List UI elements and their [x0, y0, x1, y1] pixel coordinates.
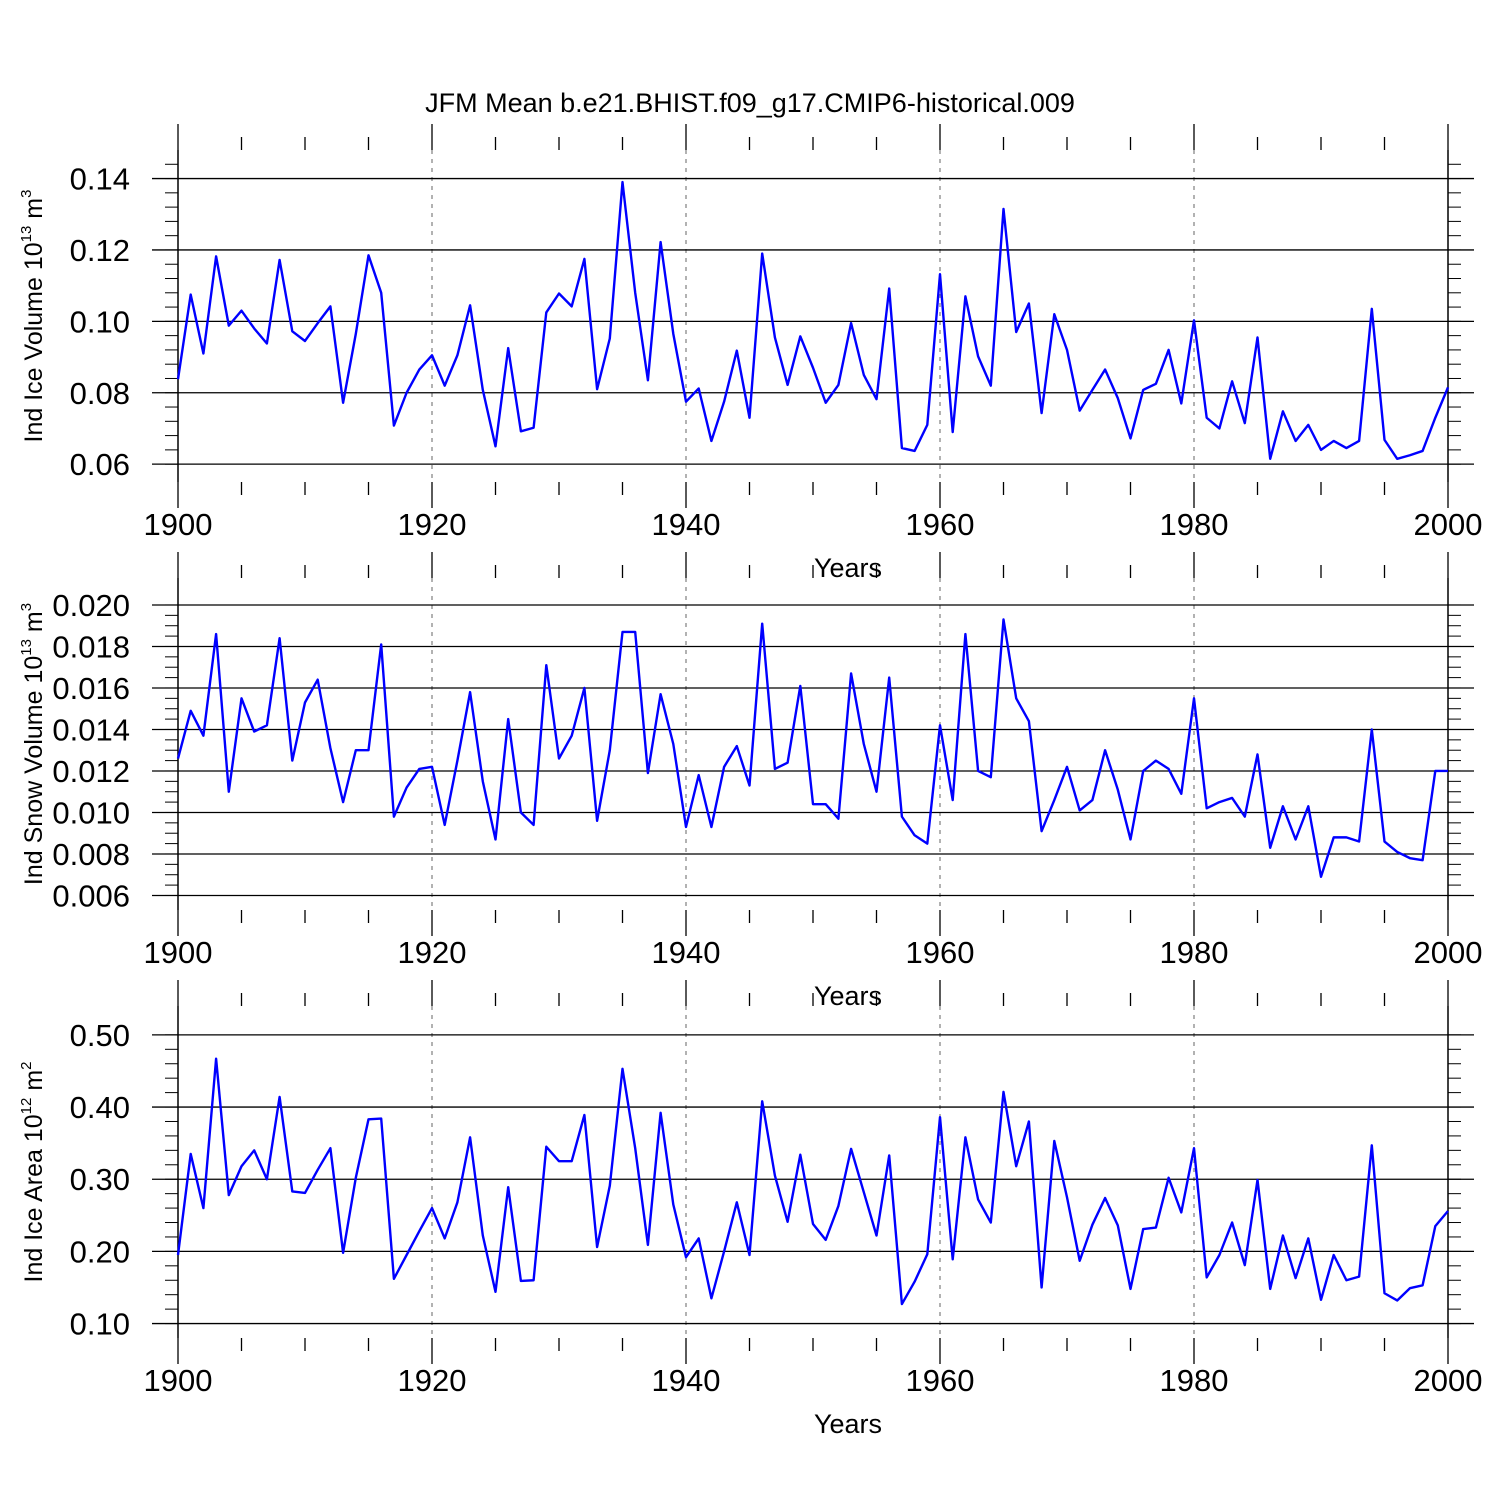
- panel-1: 0.06 0.08 0.10 0.12 0.14 1900 1920 1940 1960 1980…: [18, 124, 1482, 583]
- y-axis-label-exponent: 13: [18, 639, 35, 656]
- panels: 0.06 0.08 0.10 0.12 0.14 1900 1920 1940 1960 1980…: [18, 124, 1482, 1439]
- y-axis-label: Ind Ice Area 1012 m2: [18, 1062, 48, 1283]
- panel-2: 0.006 0.008 0.010 0.012 0.014 0.016 0.018 0.020…: [18, 552, 1482, 1011]
- x-tick-label-4: 1980: [1160, 507, 1229, 542]
- x-tick-label-5: 2000: [1414, 935, 1483, 970]
- figure-title: JFM Mean b.e21.BHIST.f09_g17.CMIP6-histo…: [425, 88, 1075, 118]
- x-tick-label-5: 2000: [1414, 507, 1483, 542]
- x-tick-label-1: 1920: [398, 1363, 467, 1398]
- series-line: [176, 1057, 1449, 1306]
- y-tick-label-2: 0.10: [70, 304, 130, 339]
- y-axis-label-unit-exponent: 3: [18, 190, 35, 198]
- y-axis-label-exponent: 12: [18, 1098, 35, 1115]
- x-tick-label-0: 1900: [144, 935, 213, 970]
- x-axis-label: Years: [814, 981, 882, 1011]
- y-tick-label-3: 0.012: [52, 754, 130, 789]
- series-line: [176, 180, 1450, 460]
- y-axis-label-main: Ind Snow Volume 10: [20, 656, 48, 885]
- x-tick-label-2: 1940: [652, 1363, 721, 1398]
- y-tick-label-0: 0.10: [70, 1307, 130, 1342]
- x-tick-label-1: 1920: [398, 507, 467, 542]
- x-tick-label-2: 1940: [652, 507, 721, 542]
- y-tick-label-0: 0.006: [52, 878, 130, 913]
- y-axis-label-unit: m: [20, 198, 48, 226]
- y-axis-label-exponent: 13: [18, 226, 35, 243]
- y-tick-label-4: 0.14: [70, 162, 130, 197]
- x-tick-label-5: 2000: [1414, 1363, 1483, 1398]
- y-axis-label-unit-exponent: 3: [18, 603, 35, 611]
- x-tick-label-3: 1960: [906, 1363, 975, 1398]
- y-tick-label-1: 0.08: [70, 376, 130, 411]
- x-axis-label: Years: [814, 1409, 882, 1439]
- y-axis-label-unit: m: [20, 1070, 48, 1098]
- y-tick-label-2: 0.30: [70, 1162, 130, 1197]
- x-tick-label-3: 1960: [906, 507, 975, 542]
- y-tick-label-0: 0.06: [70, 447, 130, 482]
- y-tick-label-3: 0.12: [70, 233, 130, 268]
- y-axis-label-main: Ind Ice Volume 10: [20, 242, 48, 442]
- x-tick-label-1: 1920: [398, 935, 467, 970]
- y-tick-label-7: 0.020: [52, 588, 130, 623]
- y-axis-label-main: Ind Ice Area 10: [20, 1114, 48, 1282]
- y-axis-label: Ind Ice Volume 1013 m3: [18, 190, 48, 443]
- x-tick-label-2: 1940: [652, 935, 721, 970]
- x-tick-label-4: 1980: [1160, 1363, 1229, 1398]
- y-tick-label-6: 0.018: [52, 629, 130, 664]
- y-axis-label-unit: m: [20, 611, 48, 639]
- y-tick-label-4: 0.014: [52, 712, 130, 747]
- y-tick-label-5: 0.016: [52, 671, 130, 706]
- y-tick-label-3: 0.40: [70, 1090, 130, 1125]
- x-tick-label-4: 1980: [1160, 935, 1229, 970]
- y-tick-label-1: 0.008: [52, 837, 130, 872]
- x-axis-label: Years: [814, 553, 882, 583]
- y-axis-label-unit-exponent: 2: [18, 1062, 35, 1070]
- y-tick-label-1: 0.20: [70, 1234, 130, 1269]
- x-tick-label-3: 1960: [906, 935, 975, 970]
- y-tick-label-2: 0.010: [52, 795, 130, 830]
- y-axis-label: Ind Snow Volume 1013 m3: [18, 603, 48, 885]
- x-tick-label-0: 1900: [144, 507, 213, 542]
- x-tick-label-0: 1900: [144, 1363, 213, 1398]
- panel-3: 0.10 0.20 0.30 0.40 0.50 1900 1920 1940 1960 1980…: [18, 980, 1482, 1439]
- series-line: [176, 618, 1448, 878]
- y-tick-label-4: 0.50: [70, 1018, 130, 1053]
